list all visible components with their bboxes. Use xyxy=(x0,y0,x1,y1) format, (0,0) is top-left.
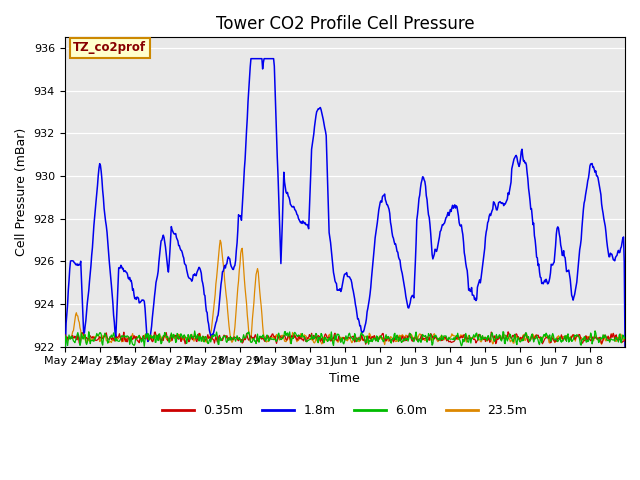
23.5m xyxy=(258,312,266,317)
Text: TZ_co2prof: TZ_co2prof xyxy=(73,41,146,54)
6.0m xyxy=(278,335,286,341)
6.0m xyxy=(434,337,442,343)
0.35m xyxy=(257,336,265,342)
6.0m xyxy=(403,336,410,342)
0.35m xyxy=(230,336,237,342)
6.0m xyxy=(230,335,237,341)
0.35m xyxy=(403,337,410,343)
1.8m xyxy=(61,344,68,349)
Title: Tower CO2 Profile Cell Pressure: Tower CO2 Profile Cell Pressure xyxy=(216,15,474,33)
Legend: 0.35m, 1.8m, 6.0m, 23.5m: 0.35m, 1.8m, 6.0m, 23.5m xyxy=(157,399,532,422)
1.8m xyxy=(435,238,442,244)
0.35m xyxy=(127,336,134,342)
23.5m xyxy=(435,337,442,343)
23.5m xyxy=(61,344,68,349)
1.8m xyxy=(258,56,266,61)
1.8m xyxy=(403,301,411,307)
1.8m xyxy=(127,278,134,284)
23.5m xyxy=(230,330,238,336)
6.0m xyxy=(621,335,629,341)
Line: 23.5m: 23.5m xyxy=(65,240,625,347)
0.35m xyxy=(621,336,629,342)
1.8m xyxy=(230,266,237,272)
0.35m xyxy=(434,337,442,343)
Line: 6.0m: 6.0m xyxy=(65,331,625,480)
23.5m xyxy=(216,238,224,243)
1.8m xyxy=(279,196,287,202)
23.5m xyxy=(127,339,134,345)
6.0m xyxy=(257,334,265,340)
1.8m xyxy=(247,56,255,61)
23.5m xyxy=(621,344,629,349)
Line: 0.35m: 0.35m xyxy=(65,332,625,480)
6.0m xyxy=(127,337,134,343)
23.5m xyxy=(403,333,411,339)
X-axis label: Time: Time xyxy=(330,372,360,385)
Y-axis label: Cell Pressure (mBar): Cell Pressure (mBar) xyxy=(15,128,28,256)
0.35m xyxy=(278,335,286,341)
23.5m xyxy=(279,335,287,340)
0.35m xyxy=(504,329,512,335)
6.0m xyxy=(591,328,599,334)
1.8m xyxy=(621,344,629,349)
Line: 1.8m: 1.8m xyxy=(65,59,625,347)
